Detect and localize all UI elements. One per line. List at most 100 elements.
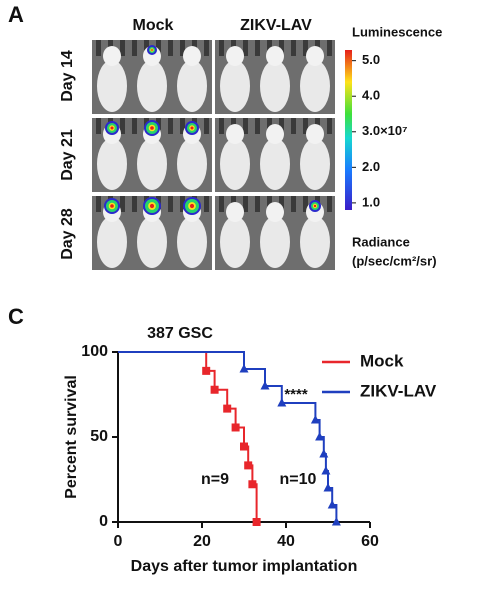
y-axis-label: Percent survival (63, 375, 80, 499)
x-axis-label: Days after tumor implantation (131, 558, 358, 575)
marker (260, 381, 270, 390)
cage-bar (243, 118, 248, 134)
mouse-body (97, 60, 127, 112)
cage-bar (96, 118, 101, 134)
bioluminescence-images (92, 40, 335, 270)
marker (231, 423, 240, 432)
signal (151, 49, 153, 51)
cage-bar (327, 118, 332, 134)
mouse-body (137, 60, 167, 112)
cage-bar (120, 196, 125, 212)
cage-bar (96, 196, 101, 212)
colorbar-unit-title: Radiance (352, 234, 410, 249)
mouse-head (266, 46, 284, 66)
survival-step (244, 368, 266, 386)
cage-bar (243, 40, 248, 56)
mouse-head (266, 202, 284, 222)
legend-label: ZIKV-LAV (360, 381, 437, 400)
marker (310, 415, 320, 424)
marker (323, 483, 333, 492)
n-label: n=9 (201, 471, 229, 488)
cage-bar (168, 118, 173, 134)
survival-step (265, 385, 283, 403)
panel-label: C (8, 304, 24, 329)
marker (327, 500, 337, 509)
cage-bar (279, 118, 284, 134)
cage-bar (255, 40, 260, 56)
cage-bar (303, 118, 308, 134)
cage-bar (267, 118, 272, 134)
mouse-body (137, 138, 167, 190)
x-tick-label: 60 (361, 533, 379, 550)
cage-bar (168, 196, 173, 212)
cage-bar (303, 196, 308, 212)
colorbar-tick-label: 2.0 (362, 159, 380, 174)
significance: **** (284, 386, 308, 403)
cage-bar (168, 40, 173, 56)
mouse-head (306, 46, 324, 66)
row-label: Day 14 (59, 50, 76, 102)
mouse-body (97, 216, 127, 268)
survival-step (281, 402, 317, 420)
signal (149, 203, 155, 209)
y-tick-label: 100 (81, 343, 108, 360)
mouse-body (260, 138, 290, 190)
survival-step (214, 388, 229, 409)
marker (321, 466, 331, 475)
survival-step (252, 483, 258, 522)
marker (202, 366, 211, 375)
cage-bar (267, 196, 272, 212)
survival-step (118, 351, 245, 369)
chart-title: 387 GSC (147, 325, 213, 342)
mouse-body (97, 138, 127, 190)
cage-bar (255, 118, 260, 134)
marker (277, 398, 287, 407)
marker (248, 480, 257, 489)
row-label: Day 21 (59, 129, 76, 181)
column-label: Mock (133, 17, 174, 34)
signal (150, 126, 154, 130)
mouse-body (177, 138, 207, 190)
colorbar (345, 50, 352, 210)
mouse-head (226, 46, 244, 66)
marker (244, 461, 253, 470)
marker (210, 385, 219, 394)
survival-step (118, 351, 208, 371)
cage-bar (180, 196, 185, 212)
marker (319, 449, 329, 458)
mouse-head (266, 124, 284, 144)
cage-bar (219, 196, 224, 212)
cage-bar (303, 40, 308, 56)
cage-bar (120, 40, 125, 56)
marker (331, 517, 341, 526)
marker (223, 404, 232, 413)
cage-bar (279, 40, 284, 56)
mouse-body (260, 216, 290, 268)
signal (190, 126, 194, 130)
cage-bar (156, 40, 161, 56)
cage-bar (180, 40, 185, 56)
row-label: Day 28 (59, 208, 76, 260)
cage-bar (219, 40, 224, 56)
cage-bar (204, 118, 209, 134)
mouse-head (183, 46, 201, 66)
cage-bar (255, 196, 260, 212)
cage-bar (291, 118, 296, 134)
signal (110, 204, 114, 208)
mouse-body (220, 216, 250, 268)
cage-bar (120, 118, 125, 134)
colorbar-tick-label: 5.0 (362, 52, 380, 67)
cage-bar (144, 40, 149, 56)
mouse-body (300, 138, 330, 190)
mouse-body (177, 216, 207, 268)
x-tick-label: 0 (114, 533, 123, 550)
cage-bar (219, 118, 224, 134)
cage-bar (132, 196, 137, 212)
colorbar-title: Luminescence (352, 24, 442, 39)
cage-bar (243, 196, 248, 212)
marker (252, 518, 261, 526)
cage-bar (279, 196, 284, 212)
colorbar-unit: (p/sec/cm²/sr) (352, 253, 437, 268)
marker (240, 442, 248, 451)
